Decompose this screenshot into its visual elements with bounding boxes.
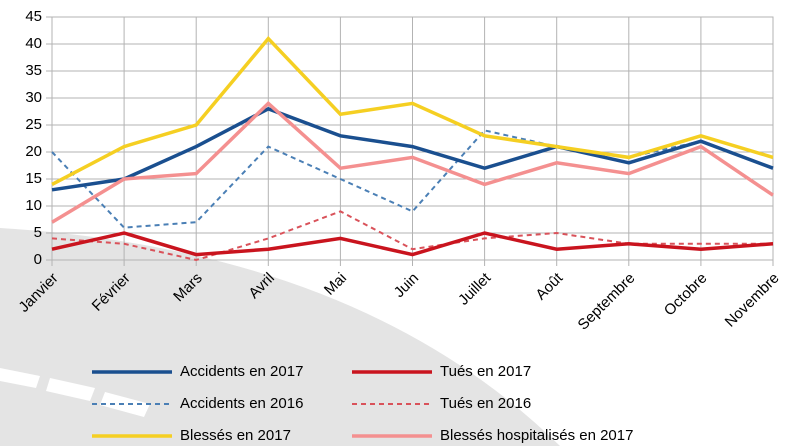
y-tick-label: 15 bbox=[25, 170, 42, 187]
y-tick-label: 10 bbox=[25, 197, 42, 214]
x-tick-label: Novembre bbox=[722, 270, 783, 331]
legend-label: Tués en 2016 bbox=[440, 395, 531, 412]
y-tick-label: 45 bbox=[25, 8, 42, 25]
legend-label: Tués en 2017 bbox=[440, 363, 531, 380]
x-tick-label: Juillet bbox=[455, 269, 495, 309]
x-tick-label: Août bbox=[532, 269, 566, 303]
y-tick-label: 25 bbox=[25, 116, 42, 133]
chart: 051015202530354045JanvierFévrierMarsAvri… bbox=[0, 0, 787, 446]
y-tick-label: 20 bbox=[25, 143, 42, 160]
x-tick-label: Octobre bbox=[661, 270, 711, 320]
x-tick-label: Mai bbox=[321, 270, 350, 299]
y-tick-label: 40 bbox=[25, 35, 42, 52]
background-road bbox=[0, 228, 560, 446]
x-tick-label: Septembre bbox=[575, 270, 639, 334]
x-tick-label: Juin bbox=[391, 270, 422, 301]
y-tick-label: 5 bbox=[34, 224, 42, 241]
legend-label: Blessés en 2017 bbox=[180, 427, 291, 444]
y-tick-label: 0 bbox=[34, 251, 42, 268]
legend-label: Accidents en 2017 bbox=[180, 363, 303, 380]
legend-label: Blessés hospitalisés en 2017 bbox=[440, 427, 633, 444]
y-tick-label: 35 bbox=[25, 62, 42, 79]
legend-label: Accidents en 2016 bbox=[180, 395, 303, 412]
y-tick-label: 30 bbox=[25, 89, 42, 106]
